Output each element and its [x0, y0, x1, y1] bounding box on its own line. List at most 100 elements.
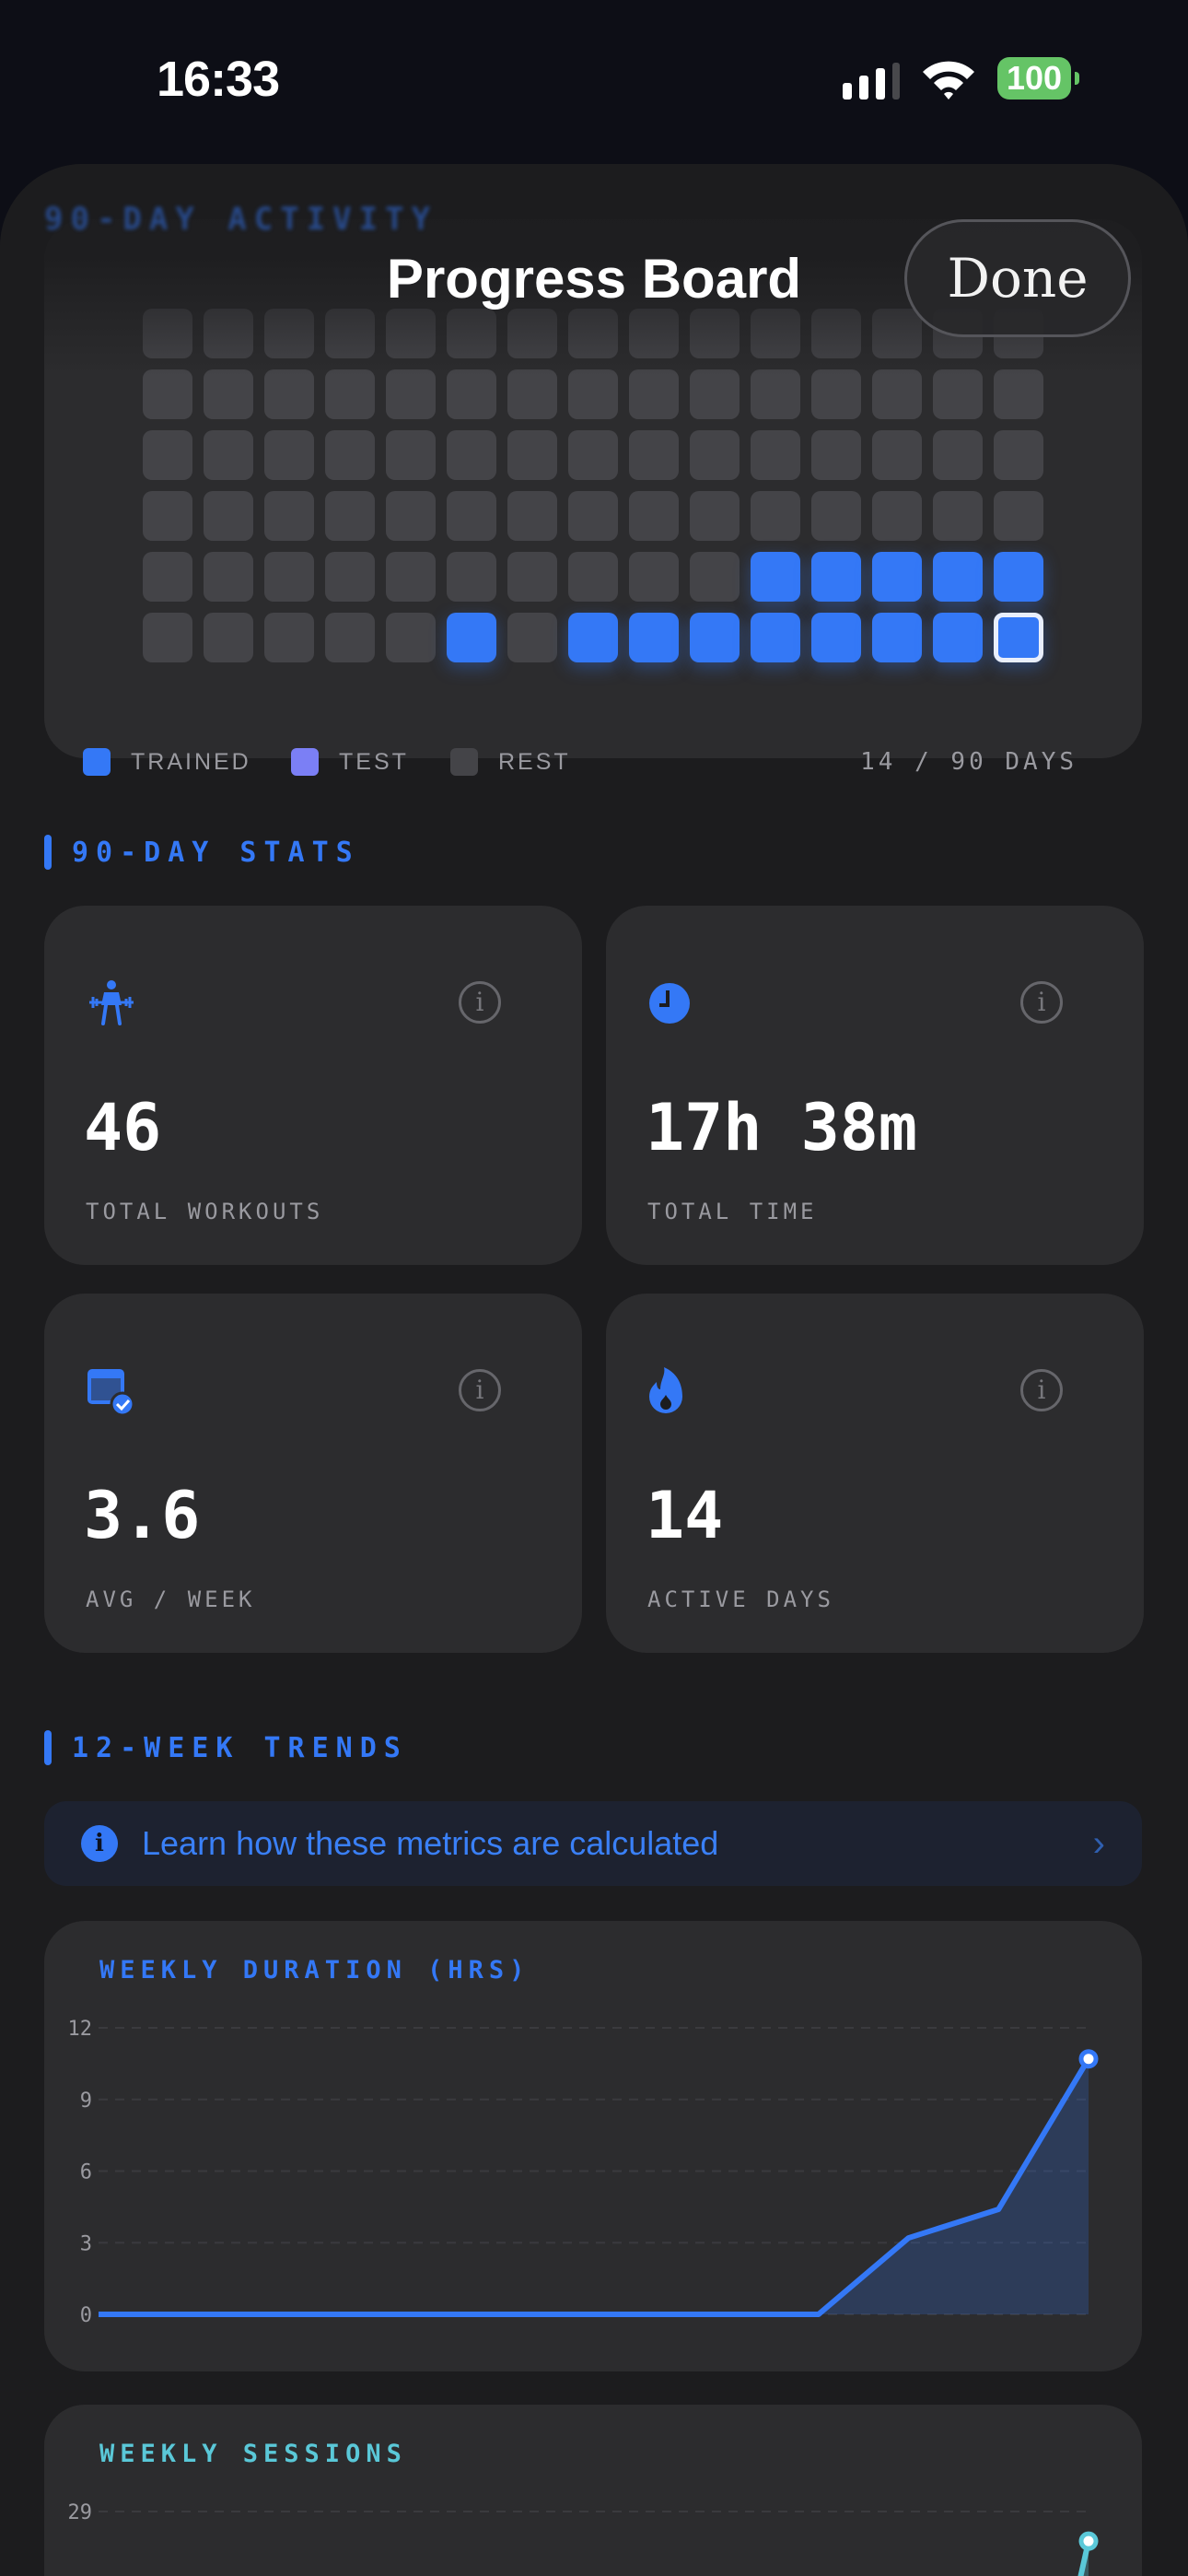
status-time: 16:33 [157, 52, 280, 107]
day-cell-rest[interactable] [264, 491, 314, 541]
day-cell-rest[interactable] [386, 613, 436, 662]
day-cell-rest[interactable] [751, 491, 800, 541]
day-cell-rest[interactable] [325, 613, 375, 662]
series-area [99, 2058, 1089, 2314]
day-cell-rest[interactable] [143, 613, 192, 662]
day-cell-rest[interactable] [872, 369, 922, 419]
battery-nub [1075, 72, 1079, 85]
day-cell-rest[interactable] [447, 369, 496, 419]
day-cell-rest[interactable] [690, 369, 740, 419]
day-cell-rest[interactable] [386, 430, 436, 480]
day-cell-rest[interactable] [325, 552, 375, 602]
day-cell-rest[interactable] [447, 552, 496, 602]
cellular-signal-icon [843, 63, 900, 100]
day-cell-rest[interactable] [264, 430, 314, 480]
day-cell-rest[interactable] [994, 369, 1043, 419]
day-cell-rest[interactable] [872, 430, 922, 480]
day-cell-rest[interactable] [325, 430, 375, 480]
day-cell-rest[interactable] [325, 491, 375, 541]
day-cell-trained[interactable] [994, 552, 1043, 602]
day-cell-rest[interactable] [629, 430, 679, 480]
day-cell-rest[interactable] [143, 491, 192, 541]
legend-test: TEST [291, 748, 409, 776]
info-icon[interactable]: i [459, 1369, 501, 1411]
legend-label: TRAINED [131, 748, 251, 775]
stat-card-active-days[interactable]: i 14 ACTIVE DAYS [606, 1294, 1144, 1653]
day-cell-rest[interactable] [751, 430, 800, 480]
day-cell-trained[interactable] [994, 613, 1043, 662]
day-cell-rest[interactable] [811, 491, 861, 541]
chart-plot: 29 [68, 2501, 1099, 2576]
day-cell-rest[interactable] [933, 430, 983, 480]
day-cell-rest[interactable] [204, 430, 253, 480]
day-cell-rest[interactable] [447, 491, 496, 541]
day-cell-rest[interactable] [629, 369, 679, 419]
day-cell-rest[interactable] [386, 491, 436, 541]
day-cell-trained[interactable] [872, 552, 922, 602]
day-cell-rest[interactable] [568, 491, 618, 541]
day-cell-trained[interactable] [751, 613, 800, 662]
info-filled-icon: i [81, 1825, 118, 1862]
day-cell-rest[interactable] [690, 491, 740, 541]
day-cell-trained[interactable] [933, 552, 983, 602]
day-cell-rest[interactable] [325, 369, 375, 419]
day-cell-trained[interactable] [629, 613, 679, 662]
day-cell-trained[interactable] [751, 552, 800, 602]
day-cell-rest[interactable] [629, 552, 679, 602]
day-cell-rest[interactable] [690, 552, 740, 602]
stat-card-avg-week[interactable]: i 3.6 AVG / WEEK [44, 1294, 582, 1653]
data-point[interactable] [1078, 2531, 1099, 2551]
day-cell-rest[interactable] [507, 613, 557, 662]
series-line [1077, 2540, 1091, 2576]
day-cell-trained[interactable] [811, 613, 861, 662]
day-cell-rest[interactable] [994, 491, 1043, 541]
info-icon[interactable]: i [1020, 1369, 1063, 1411]
y-tick-label: 0 [80, 2304, 92, 2327]
done-button[interactable]: Done [904, 219, 1131, 337]
day-cell-rest[interactable] [143, 552, 192, 602]
day-cell-rest[interactable] [143, 430, 192, 480]
day-cell-rest[interactable] [386, 369, 436, 419]
progress-sheet[interactable]: TRAINED TEST REST 14 / 90 DAYS 90-DAY AC… [0, 164, 1188, 2576]
info-icon[interactable]: i [1020, 981, 1063, 1024]
day-cell-rest[interactable] [264, 369, 314, 419]
day-cell-rest[interactable] [811, 430, 861, 480]
day-cell-trained[interactable] [690, 613, 740, 662]
day-cell-rest[interactable] [507, 369, 557, 419]
day-cell-rest[interactable] [994, 430, 1043, 480]
day-cell-rest[interactable] [629, 491, 679, 541]
day-cell-rest[interactable] [811, 369, 861, 419]
day-cell-rest[interactable] [204, 552, 253, 602]
day-cell-rest[interactable] [204, 613, 253, 662]
day-cell-trained[interactable] [811, 552, 861, 602]
weightlifting-icon [89, 980, 134, 1025]
day-cell-trained[interactable] [933, 613, 983, 662]
stat-card-total-time[interactable]: i 17h 38m TOTAL TIME [606, 906, 1144, 1265]
day-cell-rest[interactable] [204, 369, 253, 419]
day-cell-rest[interactable] [264, 552, 314, 602]
day-cell-trained[interactable] [568, 613, 618, 662]
day-cell-trained[interactable] [447, 613, 496, 662]
stat-card-total-workouts[interactable]: i 46 TOTAL WORKOUTS [44, 906, 582, 1265]
day-cell-rest[interactable] [690, 430, 740, 480]
day-cell-rest[interactable] [507, 552, 557, 602]
day-cell-rest[interactable] [204, 491, 253, 541]
day-cell-rest[interactable] [872, 491, 922, 541]
day-cell-rest[interactable] [264, 613, 314, 662]
day-cell-rest[interactable] [933, 491, 983, 541]
day-cell-rest[interactable] [143, 369, 192, 419]
info-icon[interactable]: i [459, 981, 501, 1024]
day-cell-rest[interactable] [751, 369, 800, 419]
stats-section-header: 90-DAY STATS [44, 835, 360, 870]
day-cell-rest[interactable] [386, 552, 436, 602]
day-cell-rest[interactable] [447, 430, 496, 480]
day-cell-rest[interactable] [933, 369, 983, 419]
metrics-info-banner[interactable]: i Learn how these metrics are calculated… [44, 1801, 1142, 1886]
day-cell-rest[interactable] [568, 552, 618, 602]
day-cell-trained[interactable] [872, 613, 922, 662]
day-cell-rest[interactable] [568, 430, 618, 480]
data-point[interactable] [1078, 2049, 1099, 2069]
day-cell-rest[interactable] [507, 430, 557, 480]
day-cell-rest[interactable] [507, 491, 557, 541]
day-cell-rest[interactable] [568, 369, 618, 419]
